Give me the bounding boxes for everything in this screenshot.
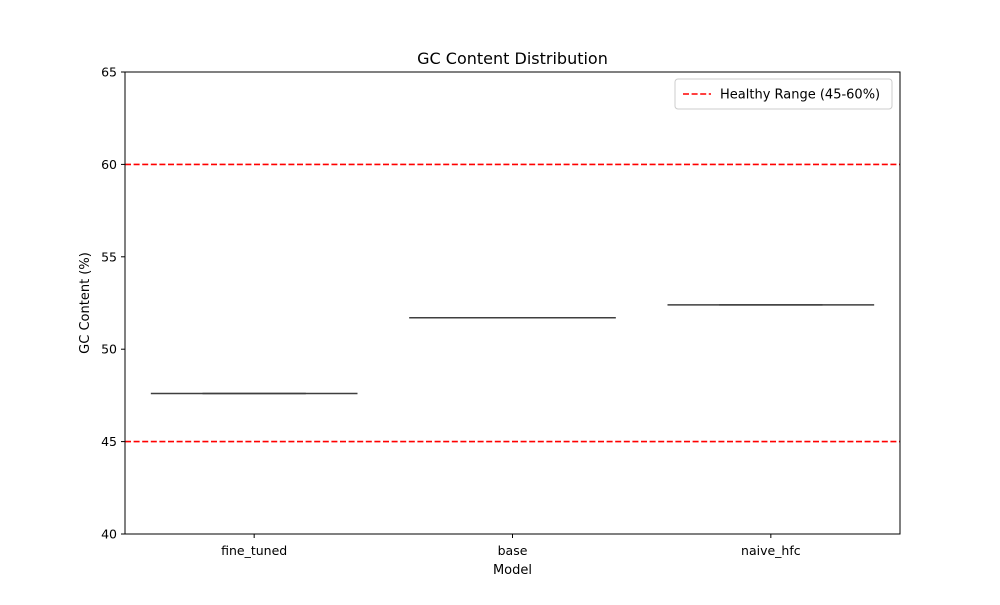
legend-box [674,78,893,110]
y-tick-label: 40 [101,527,117,542]
y-tick-label: 50 [101,342,117,357]
plot-area: 40 45 50 55 60 65 fine_tuned base naive_hfc Healt… [101,65,901,558]
x-tick-label: base [498,543,528,558]
x-tick-label: naive_hfc [741,543,801,558]
y-tick-label: 55 [101,249,117,264]
y-tick-label: 65 [101,65,117,80]
x-axis-label: Model [493,563,532,578]
y-axis-label: GC Content (%) [78,252,93,354]
y-tick-label: 45 [101,434,117,449]
chart-title: GC Content Distribution [417,49,608,68]
y-tick-label: 60 [101,157,117,172]
plot-frame [124,71,901,535]
legend-label: Healthy Range (45-60%) [720,88,880,103]
x-tick-label: fine_tuned [221,543,287,558]
